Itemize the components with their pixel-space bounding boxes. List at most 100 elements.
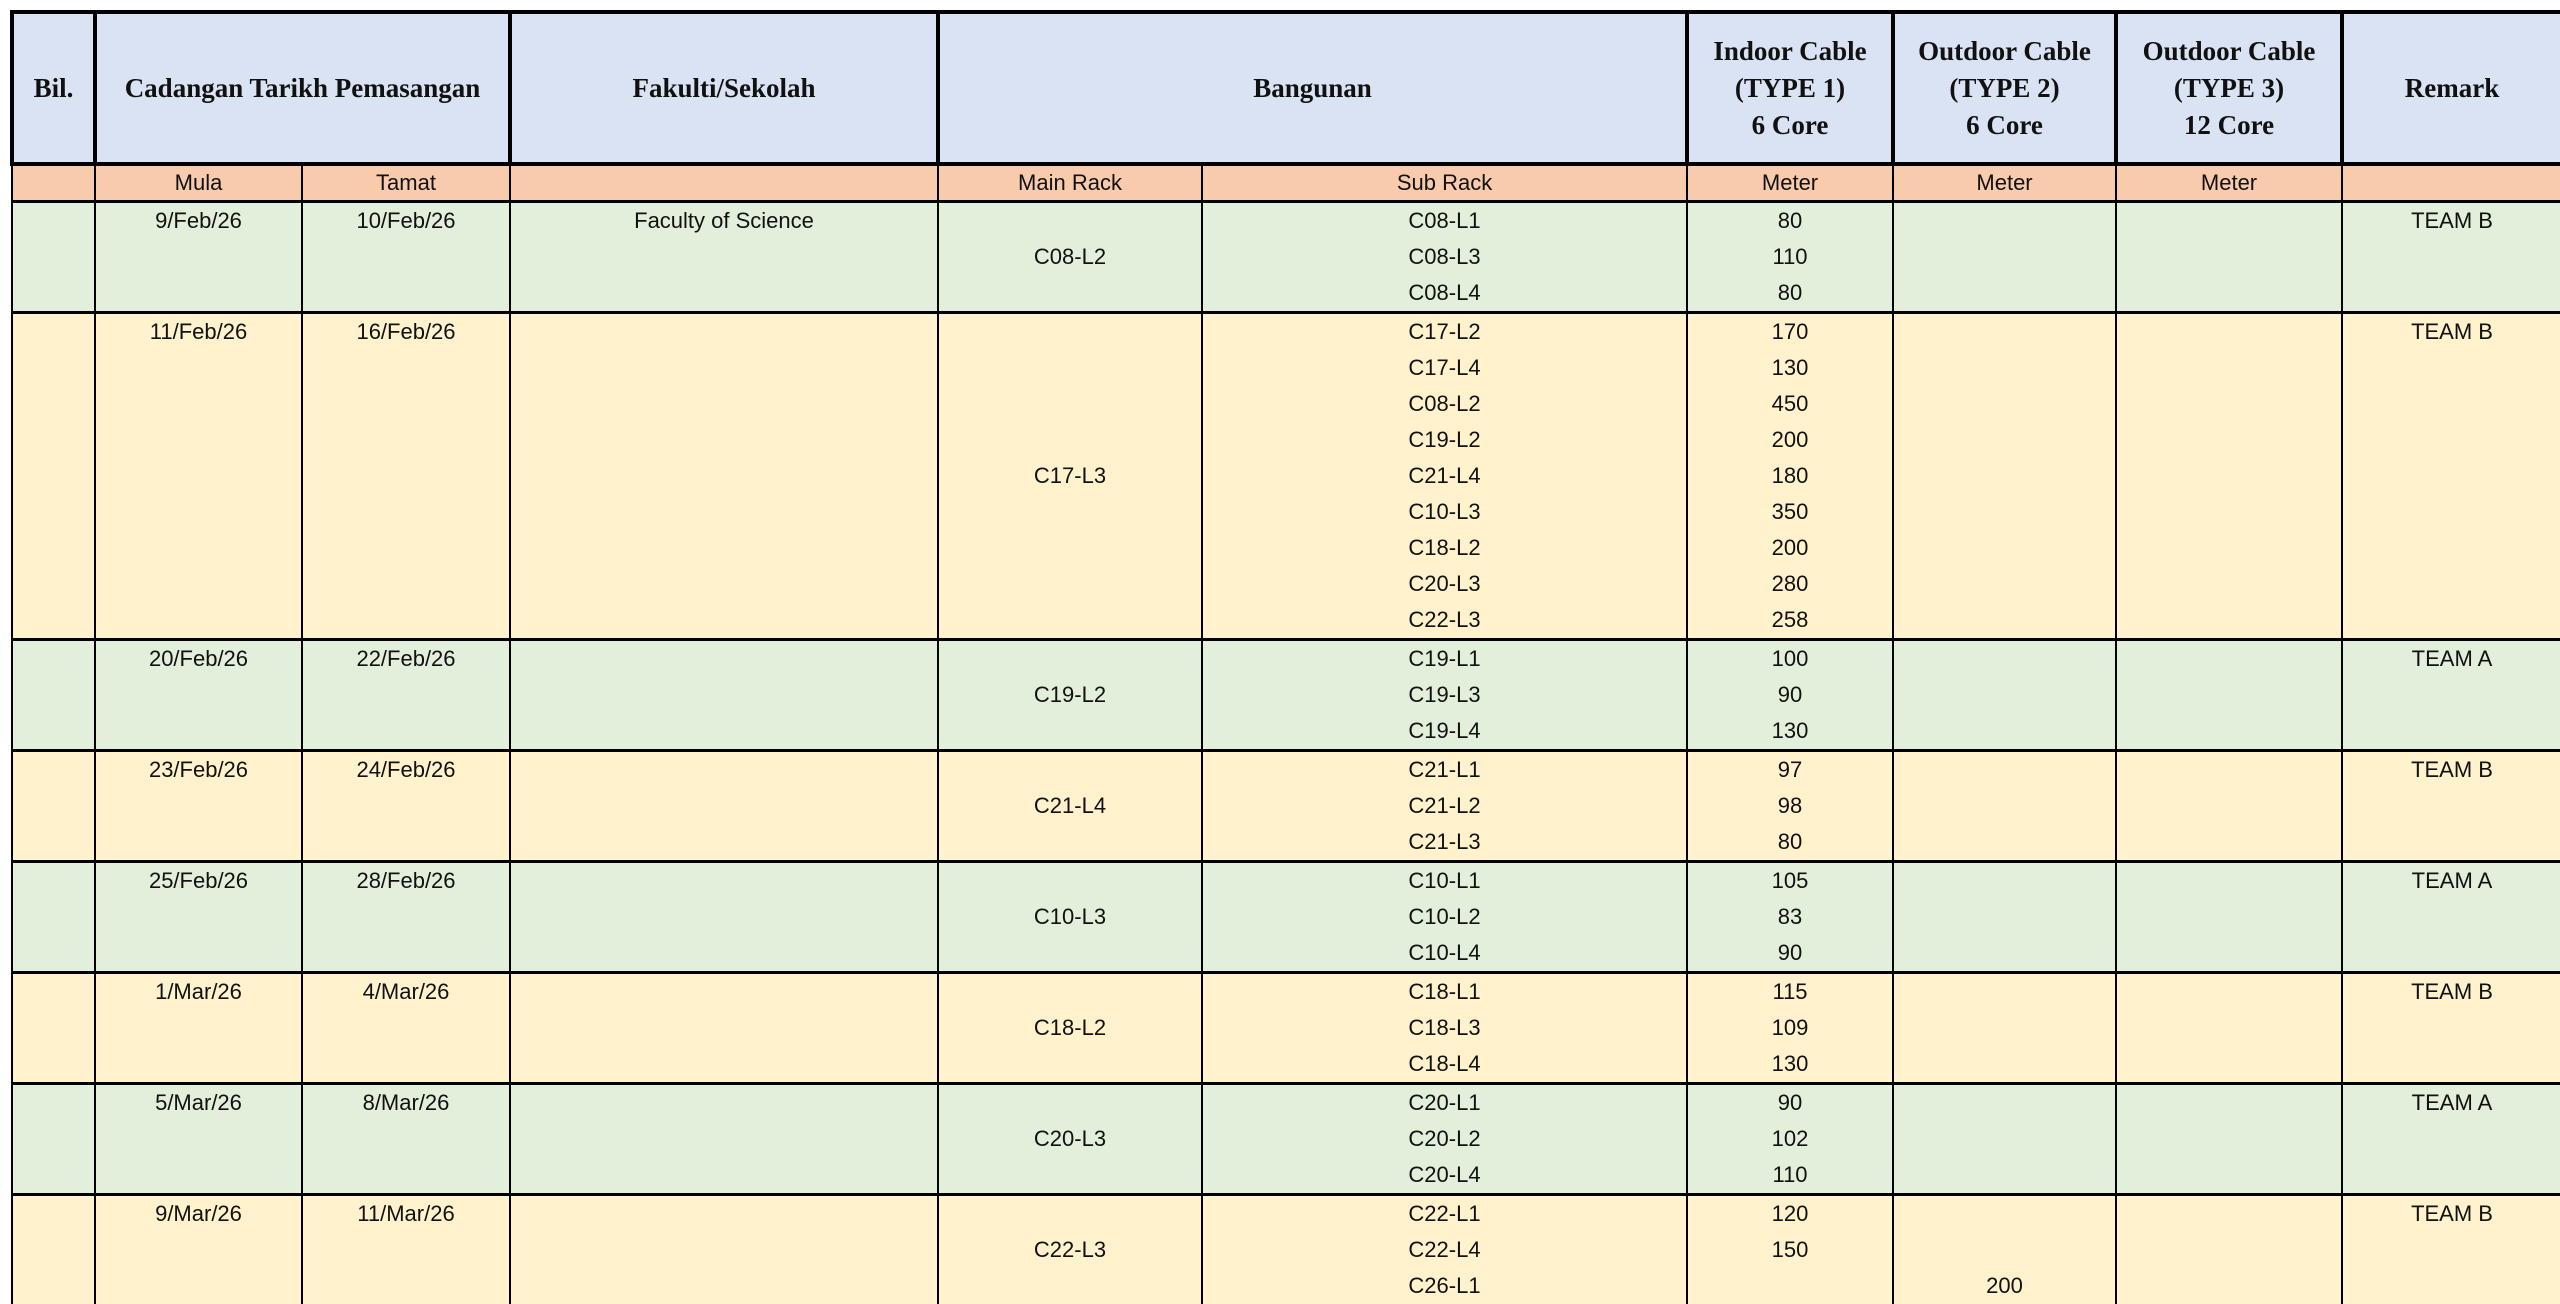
header-cell: Fakulti/Sekolah xyxy=(510,12,938,164)
outdoor-type3-cell xyxy=(2116,1084,2342,1195)
outdoor-type2-cell xyxy=(1893,640,2116,678)
remark-cell: TEAM B xyxy=(2342,313,2560,640)
outdoor-type2-cell xyxy=(1893,386,2116,422)
outdoor-type2-cell xyxy=(1893,1157,2116,1195)
sub-rack-cell: C18-L1 xyxy=(1202,973,1687,1011)
indoor-cell: 150 xyxy=(1687,1232,1893,1268)
indoor-cell: 102 xyxy=(1687,1121,1893,1157)
indoor-cell: 450 xyxy=(1687,386,1893,422)
bil-cell xyxy=(12,313,95,640)
outdoor-type2-cell xyxy=(1893,899,2116,935)
outdoor-type2-cell xyxy=(1893,862,2116,900)
indoor-cell: 258 xyxy=(1687,602,1893,640)
header-line: (TYPE 2) xyxy=(1895,70,2114,107)
sub-rack-cell: C20-L4 xyxy=(1202,1157,1687,1195)
indoor-cell: 80 xyxy=(1687,275,1893,313)
tamat-cell: 10/Feb/26 xyxy=(302,202,510,313)
outdoor-type2-cell xyxy=(1893,788,2116,824)
indoor-cell: 90 xyxy=(1687,935,1893,973)
outdoor-type2-cell xyxy=(1893,751,2116,789)
subheader-cell: Meter xyxy=(1687,164,1893,202)
header-line: Fakulti/Sekolah xyxy=(512,70,936,107)
main-rack-cell: C22-L3 xyxy=(938,1195,1202,1304)
sub-rack-cell: C19-L3 xyxy=(1202,677,1687,713)
indoor-cell: 130 xyxy=(1687,713,1893,751)
header-line: Remark xyxy=(2344,70,2560,107)
outdoor-type2-cell xyxy=(1893,602,2116,640)
outdoor-type2-cell xyxy=(1893,1232,2116,1268)
outdoor-type3-cell xyxy=(2116,862,2342,973)
outdoor-type2-cell xyxy=(1893,677,2116,713)
outdoor-type2-cell xyxy=(1893,1121,2116,1157)
remark-cell: TEAM A xyxy=(2342,862,2560,973)
outdoor-type2-cell xyxy=(1893,566,2116,602)
indoor-cell: 98 xyxy=(1687,788,1893,824)
bil-cell xyxy=(12,640,95,751)
outdoor-type2-cell xyxy=(1893,350,2116,386)
sub-rack-cell: C08-L1 xyxy=(1202,202,1687,240)
sub-rack-cell: C08-L3 xyxy=(1202,239,1687,275)
fakulti-cell xyxy=(510,640,938,751)
bil-cell xyxy=(12,202,95,313)
header-cell: Outdoor Cable(TYPE 2)6 Core xyxy=(1893,12,2116,164)
sub-rack-cell: C18-L2 xyxy=(1202,530,1687,566)
indoor-cell: 80 xyxy=(1687,202,1893,240)
outdoor-type2-cell xyxy=(1893,458,2116,494)
outdoor-type2-cell xyxy=(1893,1084,2116,1122)
main-rack-cell: C08-L2 xyxy=(938,202,1202,313)
subheader-cell: Meter xyxy=(2116,164,2342,202)
subheader-cell: Sub Rack xyxy=(1202,164,1687,202)
outdoor-type2-cell xyxy=(1893,1046,2116,1084)
fakulti-cell: Faculty of Science xyxy=(510,202,938,313)
indoor-cell: 110 xyxy=(1687,1157,1893,1195)
sub-rack-cell: C20-L3 xyxy=(1202,566,1687,602)
sub-rack-cell: C22-L3 xyxy=(1202,602,1687,640)
fakulti-cell xyxy=(510,1084,938,1195)
sub-rack-cell: C26-L1 xyxy=(1202,1268,1687,1304)
outdoor-type2-cell xyxy=(1893,422,2116,458)
tamat-cell: 16/Feb/26 xyxy=(302,313,510,640)
header-line: 6 Core xyxy=(1689,107,1891,144)
outdoor-type2-cell xyxy=(1893,973,2116,1011)
outdoor-type3-cell xyxy=(2116,1195,2342,1304)
remark-cell: TEAM B xyxy=(2342,973,2560,1084)
sub-rack-cell: C21-L4 xyxy=(1202,458,1687,494)
indoor-cell: 105 xyxy=(1687,862,1893,900)
header-line: 6 Core xyxy=(1895,107,2114,144)
header-line: Cadangan Tarikh Pemasangan xyxy=(97,70,508,107)
header-line: (TYPE 1) xyxy=(1689,70,1891,107)
mula-cell: 9/Feb/26 xyxy=(95,202,302,313)
header-cell: Remark xyxy=(2342,12,2560,164)
outdoor-type2-cell xyxy=(1893,530,2116,566)
header-line: Bangunan xyxy=(940,70,1685,107)
indoor-cell xyxy=(1687,1268,1893,1304)
outdoor-type3-cell xyxy=(2116,313,2342,640)
main-rack-cell: C21-L4 xyxy=(938,751,1202,862)
main-rack-cell: C19-L2 xyxy=(938,640,1202,751)
indoor-cell: 110 xyxy=(1687,239,1893,275)
indoor-cell: 80 xyxy=(1687,824,1893,862)
tamat-cell: 28/Feb/26 xyxy=(302,862,510,973)
indoor-cell: 120 xyxy=(1687,1195,1893,1233)
sub-rack-cell: C21-L1 xyxy=(1202,751,1687,789)
header-line: 12 Core xyxy=(2118,107,2340,144)
mula-cell: 11/Feb/26 xyxy=(95,313,302,640)
outdoor-type3-cell xyxy=(2116,751,2342,862)
sub-rack-cell: C10-L3 xyxy=(1202,494,1687,530)
indoor-cell: 350 xyxy=(1687,494,1893,530)
outdoor-type2-cell xyxy=(1893,824,2116,862)
header-cell: Outdoor Cable(TYPE 3)12 Core xyxy=(2116,12,2342,164)
indoor-cell: 97 xyxy=(1687,751,1893,789)
bil-cell xyxy=(12,973,95,1084)
tamat-cell: 11/Mar/26 xyxy=(302,1195,510,1304)
tamat-cell: 8/Mar/26 xyxy=(302,1084,510,1195)
fakulti-cell xyxy=(510,313,938,640)
header-line: Indoor Cable xyxy=(1689,33,1891,70)
